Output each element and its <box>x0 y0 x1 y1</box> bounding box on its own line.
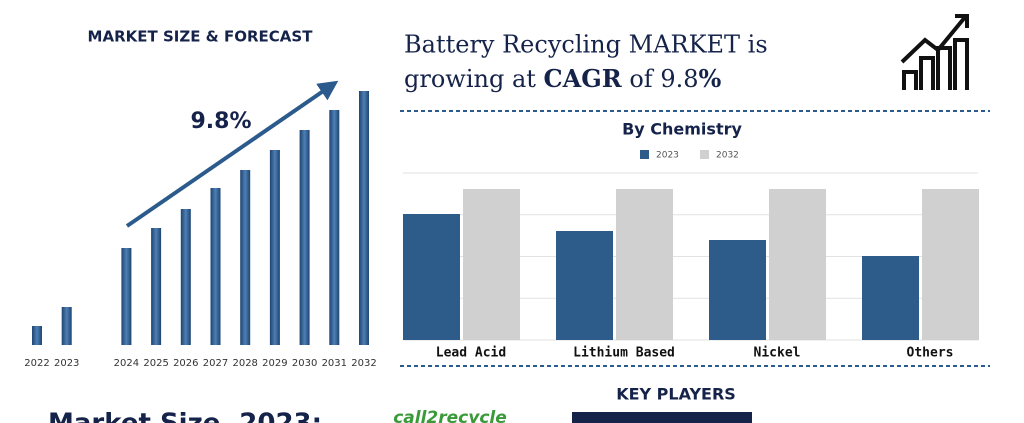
bar <box>556 231 613 340</box>
headline-part: of 9.8 <box>629 65 698 93</box>
growth-icon <box>900 14 969 90</box>
x-tick-label: Nickel <box>754 346 801 361</box>
right-chart-title: By Chemistry <box>622 120 742 139</box>
legend-swatch <box>700 150 709 159</box>
x-tick-label: Others <box>907 346 954 361</box>
bar <box>769 189 826 340</box>
bar <box>463 189 520 340</box>
key-players-title: KEY PLAYERS <box>616 385 736 404</box>
x-tick-label: Lithium Based <box>573 346 675 361</box>
legend-label: 2032 <box>716 151 739 161</box>
x-tick-label: 2031 <box>322 358 347 369</box>
market-size-label: Market Size, 2023: <box>48 409 322 423</box>
bar <box>359 91 369 345</box>
x-tick-label: 2025 <box>143 358 168 369</box>
growth-arrow <box>125 80 339 228</box>
x-tick-label: 2032 <box>351 358 376 369</box>
bar <box>299 130 310 345</box>
bar <box>180 209 191 345</box>
x-tick-label: 2030 <box>292 358 317 369</box>
x-tick-label: 2028 <box>232 358 257 369</box>
x-tick-label: 2026 <box>173 358 198 369</box>
x-tick-label: 2027 <box>203 358 228 369</box>
legend-label: 2023 <box>656 151 679 161</box>
bar <box>269 150 280 345</box>
x-tick-label: Lead Acid <box>436 346 506 361</box>
x-tick-label: 2023 <box>54 358 79 369</box>
bar <box>210 188 221 345</box>
legend-swatch <box>640 150 649 159</box>
headline-part: % <box>699 64 722 93</box>
bar <box>32 326 42 345</box>
player-logo-shape <box>572 412 752 423</box>
bar <box>61 307 72 345</box>
bar <box>616 189 673 340</box>
headline-part: growing at <box>404 65 536 93</box>
bar <box>329 110 340 345</box>
bar <box>121 248 132 345</box>
player-logo: call2recycle <box>393 408 507 423</box>
bar <box>403 214 460 340</box>
headline: Battery Recycling MARKET is <box>404 31 768 59</box>
bar <box>922 189 979 340</box>
bar <box>151 228 162 345</box>
x-tick-label: 2022 <box>24 358 49 369</box>
headline-part: CAGR <box>544 64 623 93</box>
bar <box>709 240 766 340</box>
x-tick-label: 2024 <box>114 358 139 369</box>
cagr-annotation: 9.8% <box>190 109 251 134</box>
x-tick-label: 2029 <box>262 358 287 369</box>
headline: growing at CAGR of 9.8% <box>404 64 722 93</box>
left-chart-title: MARKET SIZE & FORECAST <box>88 28 314 46</box>
bar <box>862 256 919 340</box>
bar <box>240 170 251 345</box>
